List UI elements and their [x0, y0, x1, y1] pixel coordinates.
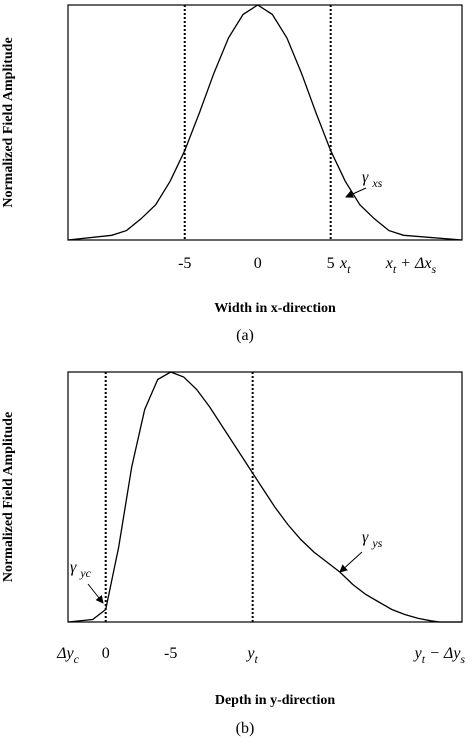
x-tick-label: -5: [178, 255, 191, 272]
x-tick-label: 5: [327, 255, 335, 272]
subscript: s: [431, 262, 436, 276]
x-axis-title: Width in x-direction: [214, 301, 336, 316]
subscript: s: [460, 652, 465, 666]
y-axis-title: Normalized Field Amplitude: [1, 37, 16, 207]
label-part: γ: [362, 169, 372, 186]
annotation: γ ys: [362, 529, 383, 550]
annotation-arrow: [339, 551, 363, 573]
x-tick-label: Δyc: [56, 645, 80, 666]
plot-frame: [67, 371, 463, 623]
curve: [67, 4, 463, 241]
x-tick-label: xt: [339, 255, 351, 276]
x-axis-title: Depth in y-direction: [215, 693, 336, 708]
subscript: ys: [371, 536, 382, 550]
x-tick-label: -5: [164, 645, 177, 662]
label-part: Δy: [56, 645, 74, 662]
annotation: γ xs: [362, 169, 383, 190]
label-part: γ: [362, 529, 372, 546]
label-part: x: [339, 255, 347, 272]
subscript: t: [393, 262, 397, 276]
annotation-arrow: [345, 187, 367, 198]
subscript: c: [74, 652, 80, 666]
y-axis-title: Normalized Field Amplitude: [1, 412, 16, 582]
caption: (b): [236, 720, 255, 737]
annotation: γ yc: [70, 559, 92, 580]
subscript: t: [422, 652, 426, 666]
annotation-arrow: [87, 583, 104, 604]
subscript: xs: [371, 176, 382, 190]
label-part: − Δy: [425, 645, 461, 662]
x-tick-label: yt: [245, 645, 258, 666]
label-part: γ: [70, 559, 80, 576]
x-tick-label: yt − Δys: [413, 645, 466, 666]
x-tick-label: xt + Δxs: [385, 255, 437, 276]
subscript: t: [347, 262, 351, 276]
curve: [67, 371, 462, 623]
label-part: y: [413, 645, 423, 662]
subscript: t: [255, 652, 259, 666]
label-part: + Δx: [396, 255, 431, 272]
label-part: x: [385, 255, 393, 272]
x-tick-label: 0: [102, 645, 110, 662]
label-part: y: [245, 645, 255, 662]
caption: (a): [236, 327, 254, 344]
plot-frame: [67, 4, 463, 241]
x-tick-label: 0: [254, 255, 262, 272]
subscript: yc: [79, 566, 91, 580]
